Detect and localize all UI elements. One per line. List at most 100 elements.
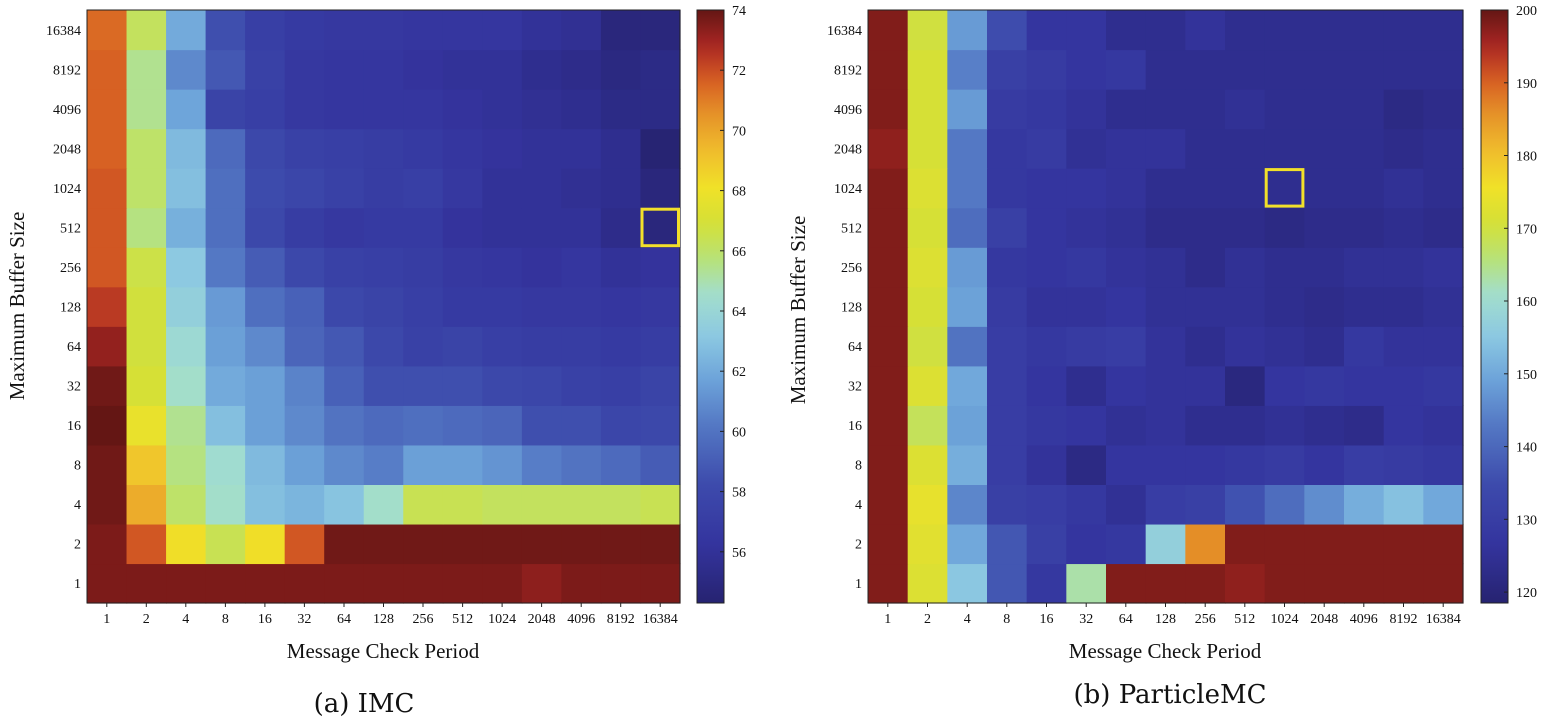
imc-cell — [521, 49, 562, 90]
imc-cell — [561, 563, 602, 604]
particlemc-cell — [1383, 563, 1424, 604]
particlemc-x-tick-labels: 1 2 4 8 16 32 64 128 256 512 1024 2048 4096 8192 16384 — [884, 603, 1461, 627]
imc-cell — [521, 563, 562, 604]
imc-x-tick-label: 64 — [337, 612, 351, 627]
imc-colorbar-tick-label: 72 — [732, 64, 746, 79]
particlemc-x-tick-label: 64 — [1119, 612, 1133, 627]
particlemc-cell — [1145, 207, 1186, 248]
imc-cell — [403, 523, 444, 565]
particlemc-x-tick-label: 4096 — [1350, 612, 1378, 627]
imc-cell — [245, 326, 286, 367]
particlemc-cell — [1304, 405, 1345, 446]
imc-cell — [126, 10, 167, 51]
particlemc-cell — [1066, 286, 1107, 327]
particlemc-heatmap-cells — [868, 10, 1464, 604]
particlemc-cell — [1066, 523, 1107, 565]
imc-cell — [363, 49, 404, 90]
particlemc-y-tick-label: 2048 — [834, 142, 862, 157]
imc-cell — [561, 365, 602, 406]
imc-cell — [403, 563, 444, 604]
particlemc-y-tick-label: 1 — [855, 577, 862, 592]
particlemc-cell — [1026, 286, 1067, 327]
imc-cell — [561, 326, 602, 367]
particlemc-cell — [1304, 286, 1345, 327]
particlemc-cell — [1066, 128, 1107, 169]
imc-cell — [363, 365, 404, 406]
imc-cell — [126, 286, 167, 327]
particlemc-cell — [987, 207, 1028, 248]
imc-cell — [245, 286, 286, 327]
particlemc-cell — [1066, 49, 1107, 90]
imc-cell — [87, 484, 128, 525]
particlemc-cell — [1106, 49, 1147, 90]
imc-cell — [324, 49, 365, 90]
imc-cell — [166, 286, 207, 327]
particlemc-x-tick-label: 256 — [1195, 612, 1216, 627]
imc-cell — [205, 89, 246, 130]
imc-x-tick-label: 16 — [258, 612, 272, 627]
particlemc-cell — [1225, 405, 1266, 446]
imc-cell — [442, 523, 483, 565]
imc-cell — [403, 444, 444, 485]
particlemc-y-tick-label: 32 — [848, 380, 862, 395]
imc-cell — [640, 128, 681, 169]
particlemc-cell — [1304, 484, 1345, 525]
particlemc-y-tick-label: 512 — [841, 221, 862, 236]
imc-cell — [482, 168, 523, 209]
particlemc-cell — [1185, 444, 1226, 485]
imc-cell — [166, 365, 207, 406]
particlemc-colorbar-tick-label: 140 — [1516, 441, 1537, 456]
imc-cell — [126, 444, 167, 485]
imc-cell — [482, 247, 523, 288]
particlemc-cell — [1264, 484, 1305, 525]
particlemc-cell — [1344, 89, 1385, 130]
imc-cell — [166, 523, 207, 565]
imc-cell — [561, 207, 602, 248]
imc-cell — [205, 286, 246, 327]
imc-cell — [403, 49, 444, 90]
imc-cell — [482, 563, 523, 604]
imc-cell — [363, 207, 404, 248]
particlemc-cell — [868, 563, 909, 604]
particlemc-cell — [1225, 444, 1266, 485]
particlemc-cell — [1264, 168, 1305, 209]
imc-cell — [284, 484, 325, 525]
particlemc-cell — [1344, 128, 1385, 169]
imc-cell — [403, 484, 444, 525]
imc-cell — [245, 444, 286, 485]
particlemc-cell — [1304, 365, 1345, 406]
particlemc-cell — [1185, 405, 1226, 446]
imc-colorbar-tick-label: 62 — [732, 365, 746, 380]
imc-cell — [205, 207, 246, 248]
particlemc-cell — [1383, 326, 1424, 367]
imc-cell — [205, 247, 246, 288]
particlemc-cell — [1304, 128, 1345, 169]
particlemc-cell — [907, 89, 948, 130]
particlemc-cell — [1145, 365, 1186, 406]
particlemc-cell — [1264, 10, 1305, 51]
particlemc-cell — [868, 89, 909, 130]
particlemc-cell — [907, 10, 948, 51]
particlemc-y-tick-label: 8192 — [834, 63, 862, 78]
particlemc-cell — [947, 247, 988, 288]
particlemc-cell — [1185, 168, 1226, 209]
particlemc-cell — [1383, 444, 1424, 485]
particlemc-cell — [1026, 89, 1067, 130]
particlemc-cell — [1106, 523, 1147, 565]
imc-cell — [284, 89, 325, 130]
imc-cell — [403, 10, 444, 51]
particlemc-x-tick-label: 128 — [1155, 612, 1176, 627]
particlemc-cell — [1383, 49, 1424, 90]
imc-colorbar-tick-label: 68 — [732, 185, 746, 200]
imc-cell — [600, 365, 642, 406]
particlemc-cell — [947, 168, 988, 209]
imc-cell — [87, 128, 128, 169]
imc-cell — [245, 128, 286, 169]
particlemc-cell — [868, 444, 909, 485]
particlemc-colorbar — [1480, 9, 1509, 604]
particlemc-cell — [1145, 405, 1186, 446]
imc-cell — [600, 326, 642, 367]
particlemc-cell — [1304, 207, 1345, 248]
particlemc-cell — [1423, 563, 1464, 604]
imc-cell — [640, 365, 681, 406]
